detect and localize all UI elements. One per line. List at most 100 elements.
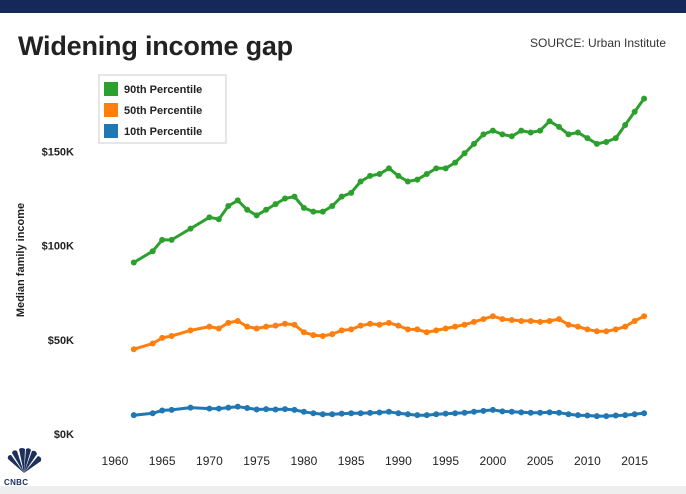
legend-swatch bbox=[104, 124, 118, 138]
chart-title: Widening income gap bbox=[18, 31, 293, 61]
data-point bbox=[244, 404, 251, 411]
data-point bbox=[423, 412, 430, 419]
data-point bbox=[480, 407, 487, 414]
data-point bbox=[556, 123, 563, 130]
data-point bbox=[225, 319, 232, 326]
data-point bbox=[319, 411, 326, 418]
data-point bbox=[546, 118, 553, 125]
data-point bbox=[168, 333, 175, 340]
data-point bbox=[461, 321, 468, 328]
cnbc-logo-text: CNBC bbox=[4, 478, 29, 487]
data-point bbox=[622, 121, 629, 128]
data-point bbox=[187, 404, 194, 411]
data-point bbox=[367, 409, 374, 416]
data-point bbox=[641, 410, 648, 417]
data-point bbox=[310, 208, 317, 215]
data-point bbox=[452, 410, 459, 417]
data-point bbox=[130, 412, 137, 419]
data-point bbox=[508, 408, 515, 415]
data-point bbox=[263, 323, 270, 330]
data-point bbox=[631, 108, 638, 115]
data-point bbox=[159, 334, 166, 341]
data-point bbox=[593, 413, 600, 420]
data-point bbox=[329, 203, 336, 210]
data-point bbox=[282, 195, 288, 202]
data-point bbox=[641, 313, 648, 320]
series-group bbox=[130, 95, 648, 420]
data-point bbox=[622, 412, 629, 419]
data-point bbox=[272, 201, 279, 208]
data-point bbox=[348, 189, 355, 196]
data-point bbox=[461, 409, 468, 416]
data-point bbox=[149, 340, 156, 347]
data-point bbox=[206, 323, 213, 330]
data-point bbox=[574, 129, 581, 136]
data-point bbox=[357, 178, 364, 185]
data-point bbox=[376, 409, 383, 416]
data-point bbox=[489, 313, 496, 320]
data-point bbox=[338, 327, 345, 334]
x-tick-label: 2010 bbox=[574, 454, 601, 468]
data-point bbox=[130, 259, 137, 266]
data-point bbox=[253, 325, 260, 332]
legend-label: 90th Percentile bbox=[124, 84, 202, 96]
data-point bbox=[319, 208, 326, 215]
data-point bbox=[593, 328, 600, 335]
x-tick-label: 1990 bbox=[385, 454, 412, 468]
data-point bbox=[631, 411, 638, 418]
data-point bbox=[244, 323, 251, 330]
data-point bbox=[584, 135, 591, 142]
data-point bbox=[631, 317, 638, 324]
data-point bbox=[442, 165, 449, 172]
data-point bbox=[537, 409, 544, 416]
data-point bbox=[442, 325, 449, 332]
data-point bbox=[603, 328, 610, 335]
data-point bbox=[187, 327, 194, 334]
x-tick-label: 1995 bbox=[432, 454, 459, 468]
legend-box bbox=[98, 74, 227, 144]
data-point bbox=[282, 406, 288, 413]
data-point bbox=[452, 159, 459, 166]
data-point bbox=[518, 409, 525, 416]
data-point bbox=[518, 317, 525, 324]
data-point bbox=[338, 410, 345, 417]
data-point bbox=[489, 127, 496, 134]
data-point bbox=[612, 326, 619, 333]
data-point bbox=[556, 316, 563, 323]
data-point bbox=[395, 172, 402, 179]
data-point bbox=[565, 411, 572, 418]
x-tick-label: 1965 bbox=[149, 454, 176, 468]
data-point bbox=[206, 405, 213, 412]
data-point bbox=[225, 404, 232, 411]
data-point bbox=[452, 323, 459, 330]
data-point bbox=[357, 322, 364, 329]
y-tick-label: $150K bbox=[42, 146, 74, 158]
data-point bbox=[584, 412, 591, 419]
series-line-0 bbox=[132, 97, 646, 264]
data-point bbox=[518, 127, 525, 134]
data-point bbox=[612, 135, 619, 142]
data-point bbox=[404, 411, 411, 418]
data-point bbox=[329, 331, 336, 338]
data-point bbox=[348, 410, 355, 417]
data-point bbox=[367, 172, 374, 179]
legend: 90th Percentile 50th Percentile 10th Perce… bbox=[98, 74, 227, 144]
data-point bbox=[574, 412, 581, 419]
data-point bbox=[593, 140, 600, 147]
x-axis-ticks: 1960 1965 1970 1975 1980 1985 1990 1995 2000 2005… bbox=[102, 454, 649, 468]
data-point bbox=[149, 248, 156, 255]
data-point bbox=[574, 323, 581, 330]
data-point bbox=[215, 216, 222, 223]
data-point bbox=[546, 317, 553, 324]
legend-label: 10th Percentile bbox=[124, 126, 202, 138]
data-point bbox=[348, 326, 355, 333]
data-point bbox=[234, 317, 241, 324]
data-point bbox=[357, 410, 364, 417]
data-point bbox=[244, 206, 251, 213]
series-line-1 bbox=[132, 314, 646, 351]
data-point bbox=[253, 406, 260, 413]
data-point bbox=[471, 140, 477, 147]
x-tick-label: 2005 bbox=[527, 454, 554, 468]
data-point bbox=[508, 133, 515, 140]
data-point bbox=[546, 409, 553, 416]
